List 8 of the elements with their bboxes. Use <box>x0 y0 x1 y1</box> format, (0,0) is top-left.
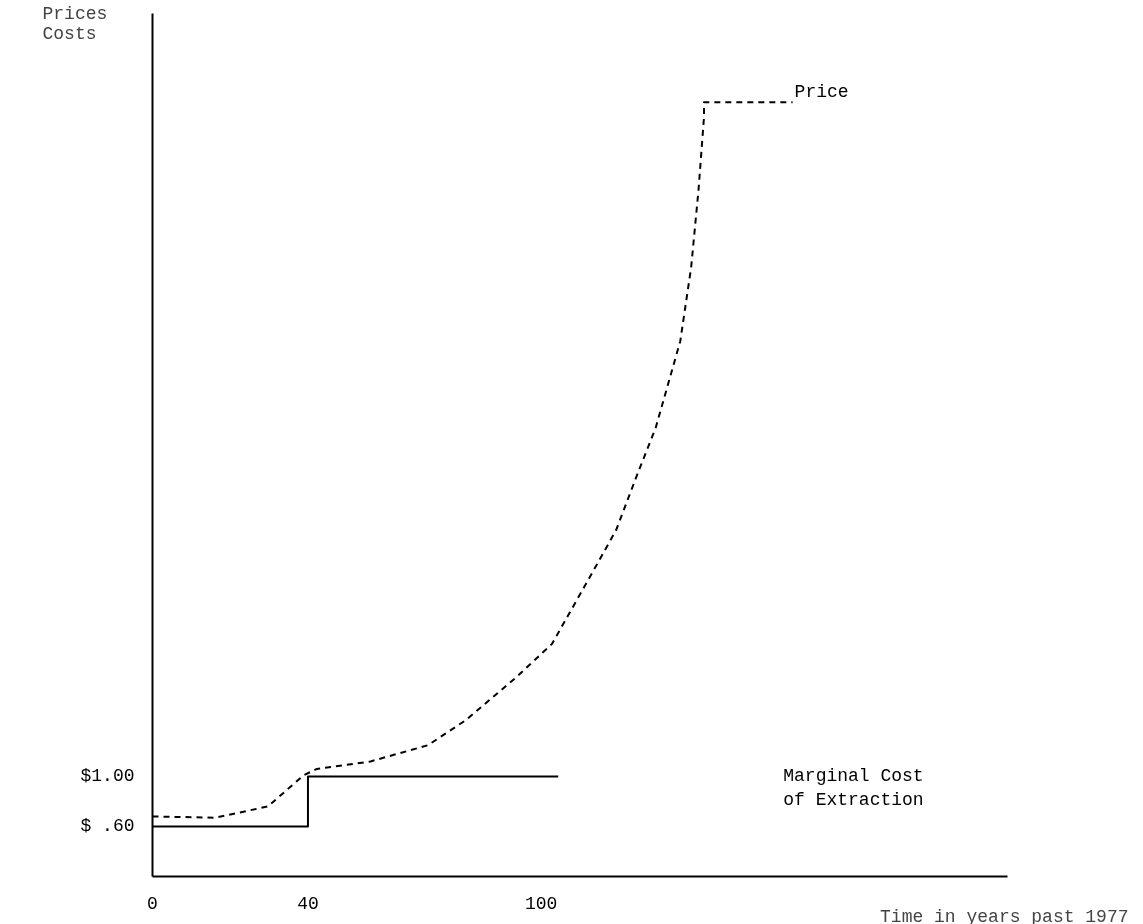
y-tick-label: $ .60 <box>80 816 135 837</box>
x-tick-label: 100 <box>524 893 558 914</box>
y-tick-label: $1.00 <box>80 766 135 787</box>
text: Marginal Cost of Extraction <box>783 766 924 811</box>
series-label: Price <box>794 82 849 103</box>
x-tick-label: 40 <box>297 893 319 914</box>
y-axis-title: Prices Costs <box>42 3 108 44</box>
x-tick-label: 0 <box>147 893 158 914</box>
